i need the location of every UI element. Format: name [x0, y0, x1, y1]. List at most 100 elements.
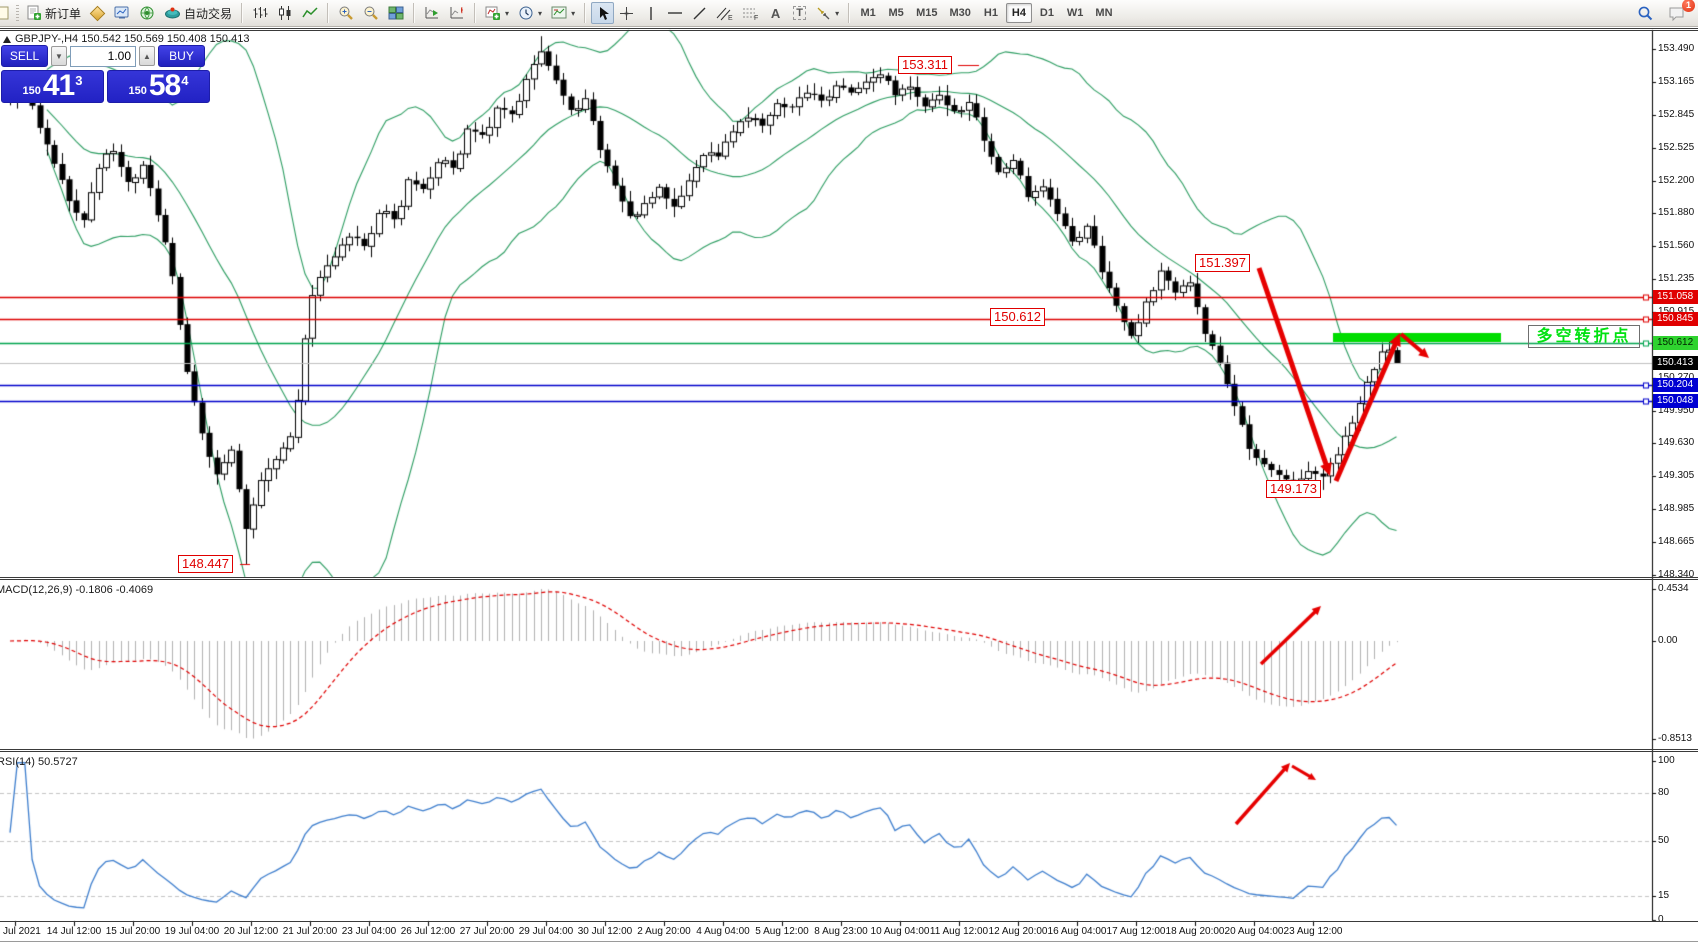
price-tick-label: 148.340 — [1658, 569, 1695, 580]
chart-window-button[interactable] — [110, 2, 134, 24]
macd-axis-label: -0.8513 — [1658, 732, 1692, 744]
price-label-pivot[interactable]: 150.612 — [990, 308, 1045, 326]
chevron-down-icon: ▾ — [835, 8, 840, 18]
chat-button[interactable]: 1 — [1664, 0, 1695, 24]
signals-button[interactable] — [135, 2, 159, 24]
rsi-axis-label: 80 — [1658, 786, 1670, 798]
price-label-lower-high[interactable]: 151.397 — [1195, 254, 1250, 272]
auto-scroll-button[interactable] — [420, 2, 444, 24]
timeframe-button-h4[interactable]: H4 — [1005, 3, 1032, 23]
timeframe-button-h1[interactable]: H1 — [983, 7, 998, 19]
chevron-up-icon: ▲ — [143, 51, 151, 61]
zoom-in-icon — [339, 6, 353, 20]
chart-window-icon — [114, 6, 129, 19]
price-label-swing-high[interactable]: 153.311 — [898, 56, 953, 74]
buy-label: BUY — [169, 49, 194, 63]
price-tick-label: 150.270 — [1658, 372, 1694, 384]
trendline-icon — [693, 7, 706, 19]
cursor-tool-button[interactable] — [591, 2, 615, 24]
vertical-line-icon — [649, 6, 652, 20]
timeframe-button-m30[interactable]: M30 — [949, 7, 971, 19]
time-axis-label: 19 Jul 04:00 — [164, 926, 220, 937]
timeframe-button-m5[interactable]: M5 — [888, 7, 904, 19]
timeframe-button-m15[interactable]: M15 — [916, 7, 938, 19]
panel-separator[interactable] — [0, 749, 1698, 750]
new-order-label: 新订单 — [45, 6, 82, 21]
price-tick-label: 151.235 — [1658, 273, 1695, 285]
sell-label: SELL — [9, 49, 40, 63]
horizontal-line-tool-button[interactable] — [663, 2, 687, 24]
price-tick-label: 149.305 — [1658, 470, 1695, 482]
time-axis-label: 30 Jul 12:00 — [577, 926, 633, 937]
pivot-annotation-text[interactable]: 多空转折点 — [1528, 325, 1640, 348]
window-bottom-border — [0, 941, 1698, 942]
price-tick-label: 152.200 — [1658, 174, 1695, 186]
add-indicator-button[interactable]: ▾ — [481, 2, 513, 24]
price-tick-label: 151.880 — [1658, 207, 1695, 219]
chart-shift-button[interactable] — [445, 2, 469, 24]
text-label-tool-button[interactable]: T — [788, 2, 811, 24]
equidistant-channel-tool-button[interactable]: E — [712, 2, 737, 24]
fibonacci-tool-button[interactable]: F — [738, 2, 763, 24]
arrows-tool-button[interactable]: ▾ — [812, 2, 843, 24]
candlestick-chart-button[interactable] — [273, 2, 297, 24]
timeframe-button-w1[interactable]: W1 — [1066, 7, 1084, 19]
volume-input[interactable] — [70, 45, 136, 67]
timeframe-button-mn[interactable]: MN — [1095, 7, 1113, 19]
zoom-out-button[interactable] — [359, 2, 383, 24]
sell-price-box[interactable]: 150 41 3 — [1, 70, 104, 103]
auto-trading-hat-icon — [165, 7, 181, 19]
volume-increase-button[interactable]: ▲ — [139, 46, 155, 66]
chart-top-border-inner — [0, 30, 1698, 31]
line-chart-button[interactable] — [298, 2, 322, 24]
sell-price-sup: 3 — [75, 73, 83, 88]
time-axis-label: 21 Jul 20:00 — [282, 926, 338, 937]
buy-button[interactable]: BUY — [158, 45, 205, 67]
volume-decrease-button[interactable]: ▼ — [51, 46, 67, 66]
toolbar-separator — [848, 3, 851, 23]
crosshair-icon — [620, 6, 634, 20]
time-axis-label: 20 Aug 04:00 — [1224, 926, 1284, 937]
market-watch-button[interactable] — [86, 2, 109, 24]
buy-price-box[interactable]: 150 58 4 — [107, 70, 210, 103]
timeframe-button-d1[interactable]: D1 — [1039, 7, 1054, 19]
price-tick-label: 148.985 — [1658, 503, 1695, 515]
new-order-button[interactable]: 新订单 — [22, 2, 85, 24]
auto-trading-button[interactable]: 自动交易 — [160, 2, 236, 24]
text-tool-button[interactable]: A — [764, 2, 787, 24]
price-axis[interactable]: 153.490 153.165 152.845 152.525 152.200 151.8… — [1653, 28, 1698, 925]
zoom-out-icon — [364, 6, 378, 20]
tile-windows-button[interactable] — [384, 2, 408, 24]
price-tick-label: 153.490 — [1658, 43, 1695, 54]
toolbar-separator — [584, 3, 587, 23]
price-badge: 150.845 — [1653, 312, 1698, 327]
timeframe-button-m1[interactable]: M1 — [860, 7, 876, 19]
vertical-line-tool-button[interactable] — [639, 2, 662, 24]
time-axis-border — [0, 921, 1698, 922]
search-button[interactable] — [1633, 2, 1658, 24]
price-label-major-low[interactable]: 148.447 — [178, 555, 233, 573]
template-button[interactable]: ▾ — [547, 2, 579, 24]
toolbar-grip — [16, 5, 19, 21]
price-tick-label: 152.845 — [1658, 108, 1695, 120]
periods-button[interactable]: ▾ — [514, 2, 546, 24]
crosshair-tool-button[interactable] — [615, 2, 638, 24]
buy-price-sup: 4 — [181, 73, 189, 88]
clipped-edge-icon[interactable] — [0, 2, 13, 24]
time-axis-label: 18 Aug 20:00 — [1165, 926, 1225, 937]
price-label-swing-low[interactable]: 149.173 — [1266, 480, 1321, 498]
bar-chart-button[interactable] — [248, 2, 272, 24]
sell-button[interactable]: SELL — [1, 45, 48, 67]
trendline-tool-button[interactable] — [688, 2, 711, 24]
rsi-axis-label: 50 — [1658, 834, 1670, 846]
chart-shift-icon — [450, 7, 464, 19]
chevron-down-icon: ▾ — [505, 8, 510, 18]
price-tick-label: 152.525 — [1658, 141, 1695, 153]
price-tick-label: 149.630 — [1658, 437, 1695, 449]
template-icon — [551, 6, 567, 19]
price-tick-label: 151.560 — [1658, 240, 1695, 252]
panel-separator[interactable] — [0, 577, 1698, 578]
zoom-in-button[interactable] — [334, 2, 358, 24]
